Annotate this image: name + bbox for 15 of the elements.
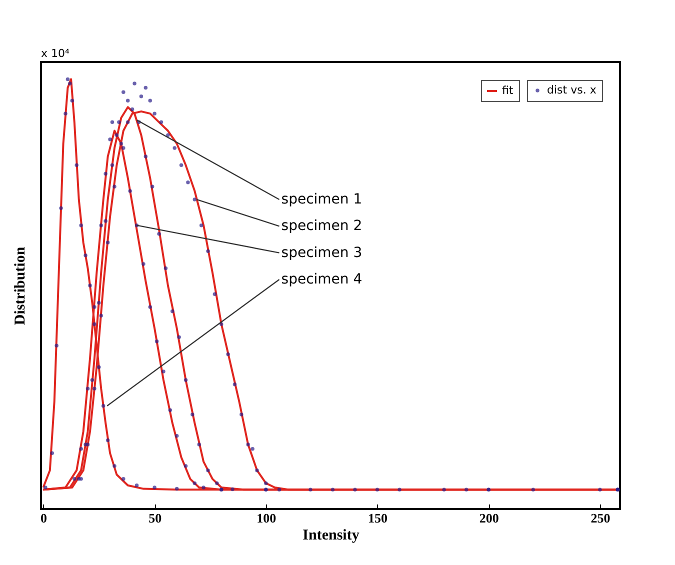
x-tick-label: 200 [479, 510, 499, 526]
x-tick-label: 150 [368, 510, 388, 526]
x-axis-title: Intensity [302, 528, 360, 544]
annotation: specimen 1 [281, 192, 362, 208]
x-tick-label: 0 [40, 510, 47, 526]
x-tick-label: 250 [590, 510, 610, 526]
annotation: specimen 4 [281, 271, 362, 288]
x-tick-label: 50 [148, 510, 162, 526]
text: x 10⁴ [41, 47, 70, 60]
annotation: specimen 3 [281, 244, 362, 261]
legend-label: fit [502, 84, 514, 97]
y-axis-title: Distribution [12, 246, 28, 326]
x-tick-label: 100 [256, 510, 276, 526]
legend-label: dist vs. x [547, 84, 597, 96]
annotation: specimen 2 [281, 218, 362, 234]
